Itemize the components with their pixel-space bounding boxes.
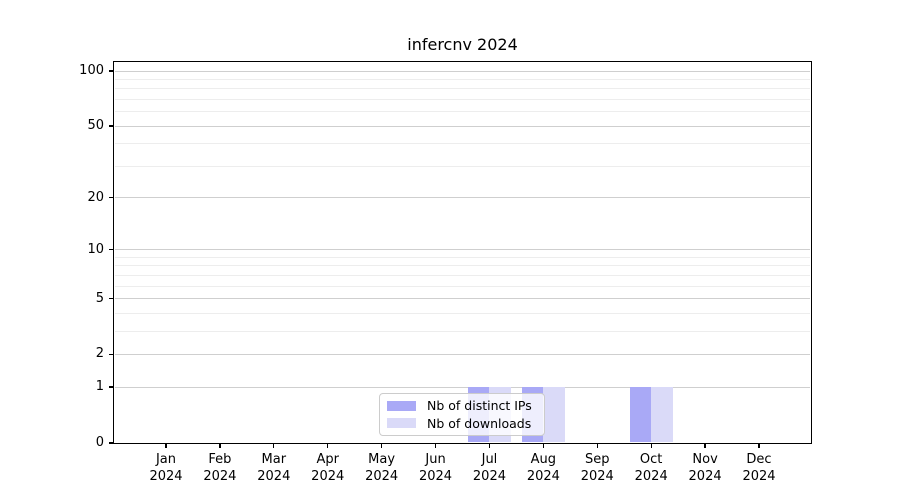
x-axis-tick [219,443,221,448]
y-axis-tick [109,297,114,300]
major-gridline [115,298,810,300]
x-axis-tick [758,443,760,448]
x-axis-tick [380,443,383,448]
legend-swatch-distinct-ips [387,400,416,411]
bar-downloads [651,387,673,442]
minor-gridline [115,256,810,258]
minor-gridline [115,98,810,100]
y-tick-label: 10 [87,241,104,257]
y-axis-tick [109,442,114,444]
minor-gridline [115,312,810,314]
x-axis-tick [434,443,437,448]
x-tick-label: Apr 2024 [311,452,345,484]
major-gridline [115,197,810,199]
x-tick-label: Nov 2024 [688,452,722,484]
x-axis-tick [488,443,491,448]
legend: Nb of distinct IPs Nb of downloads [379,393,545,436]
x-tick-label: Jun 2024 [418,452,453,484]
y-axis-tick [109,249,114,251]
x-tick-label: Feb 2024 [203,452,237,484]
minor-gridline [115,111,810,113]
y-axis-tick [109,70,114,72]
major-gridline [115,70,810,72]
x-axis-tick [650,443,652,448]
x-axis-tick [596,443,598,448]
x-axis-tick [273,443,275,448]
y-tick-label: 1 [95,379,104,395]
minor-gridline [115,330,810,332]
major-gridline [115,249,810,251]
x-axis-tick [704,443,706,448]
x-axis-tick [165,443,167,448]
x-tick-label: Aug 2024 [526,452,560,484]
x-axis-tick [542,443,544,448]
x-tick-label: Jan 2024 [149,452,183,484]
minor-gridline [115,285,810,287]
x-tick-label: Jul 2024 [472,452,506,484]
y-tick-label: 100 [79,63,104,79]
minor-gridline [115,88,810,90]
legend-item-downloads: Nb of downloads [387,416,537,431]
x-tick-label: Sep 2024 [580,452,614,484]
y-axis-tick [109,125,114,127]
legend-label-distinct-ips: Nb of distinct IPs [427,398,532,414]
x-axis-tick [327,443,329,448]
legend-swatch-downloads [387,418,416,429]
chart-title: infercnv 2024 [407,35,518,54]
legend-label-downloads: Nb of downloads [427,415,532,431]
bar-distinct-ips [629,387,652,442]
y-tick-label: 5 [95,290,104,306]
minor-gridline [115,274,810,276]
minor-gridline [115,143,810,145]
legend-item-distinct-ips: Nb of distinct IPs [387,398,537,413]
major-gridline [115,353,810,355]
minor-gridline [115,265,810,267]
y-tick-label: 0 [95,435,104,450]
y-tick-label: 2 [95,346,104,362]
y-axis-tick [109,353,114,356]
bar-downloads [543,387,565,442]
minor-gridline [115,165,810,167]
x-tick-label: Oct 2024 [634,452,668,484]
y-axis-tick [109,386,114,388]
major-gridline [115,386,810,388]
minor-gridline [115,78,810,80]
y-axis-tick [109,196,114,199]
x-tick-label: Mar 2024 [257,452,291,484]
y-tick-label: 50 [87,118,104,134]
major-gridline [115,125,810,127]
x-tick-label: May 2024 [365,452,399,484]
y-tick-label: 20 [87,189,104,205]
x-tick-label: Dec 2024 [742,452,776,484]
